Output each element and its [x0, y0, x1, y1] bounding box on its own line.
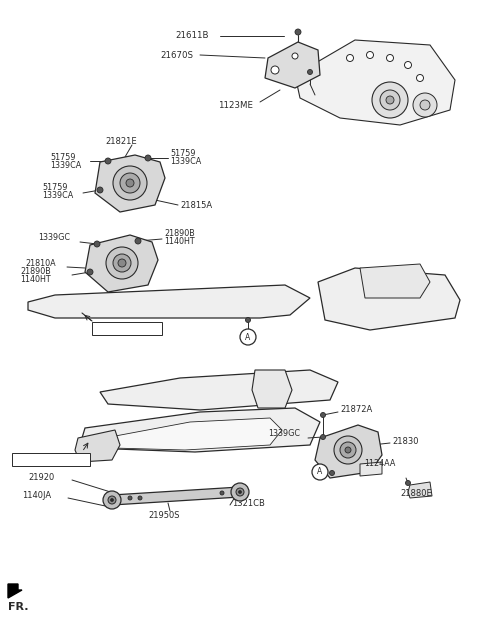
Circle shape: [295, 29, 301, 35]
Circle shape: [292, 53, 298, 59]
Text: 21880E: 21880E: [400, 489, 432, 499]
Polygon shape: [100, 370, 338, 410]
Polygon shape: [28, 285, 310, 318]
Circle shape: [135, 238, 141, 244]
Circle shape: [334, 436, 362, 464]
Circle shape: [329, 470, 335, 475]
Circle shape: [220, 491, 224, 495]
Text: 51759: 51759: [42, 184, 68, 192]
Text: 51759: 51759: [170, 149, 195, 158]
Text: 1140HT: 1140HT: [20, 275, 50, 284]
Circle shape: [405, 61, 411, 68]
Text: 1124AA: 1124AA: [364, 460, 396, 468]
Polygon shape: [95, 155, 165, 212]
Circle shape: [413, 93, 437, 117]
Circle shape: [312, 464, 328, 480]
Text: 1123ME: 1123ME: [218, 101, 253, 110]
Polygon shape: [360, 462, 382, 476]
Polygon shape: [252, 370, 292, 408]
Circle shape: [367, 51, 373, 58]
Circle shape: [108, 496, 116, 504]
Circle shape: [386, 54, 394, 61]
Circle shape: [145, 155, 151, 161]
Text: 21830: 21830: [392, 437, 419, 446]
Text: 51759: 51759: [50, 153, 75, 161]
Text: 21872A: 21872A: [340, 406, 372, 415]
Polygon shape: [295, 40, 455, 125]
Text: 21810A: 21810A: [25, 258, 56, 268]
Polygon shape: [360, 264, 430, 298]
Circle shape: [340, 442, 356, 458]
Text: 1339GC: 1339GC: [38, 234, 70, 242]
Circle shape: [94, 241, 100, 247]
Text: 1339CA: 1339CA: [42, 192, 73, 201]
Circle shape: [420, 100, 430, 110]
Polygon shape: [82, 408, 320, 452]
FancyBboxPatch shape: [12, 453, 90, 466]
Polygon shape: [408, 482, 432, 498]
Circle shape: [347, 54, 353, 61]
Circle shape: [231, 483, 249, 501]
Text: 1339GC: 1339GC: [268, 430, 300, 439]
Text: 21821E: 21821E: [105, 137, 137, 146]
Circle shape: [417, 75, 423, 82]
Polygon shape: [112, 487, 240, 505]
Text: 21611B: 21611B: [175, 32, 208, 41]
Circle shape: [372, 82, 408, 118]
Text: 21670S: 21670S: [160, 51, 193, 60]
Circle shape: [245, 318, 251, 322]
Circle shape: [113, 254, 131, 272]
Circle shape: [345, 447, 351, 453]
Polygon shape: [108, 418, 282, 450]
Text: 21890B: 21890B: [20, 266, 51, 275]
Circle shape: [105, 158, 111, 164]
Text: 1339CA: 1339CA: [170, 156, 201, 165]
Circle shape: [380, 90, 400, 110]
Circle shape: [97, 187, 103, 193]
Polygon shape: [8, 584, 22, 598]
Polygon shape: [318, 268, 460, 330]
Text: 21815A: 21815A: [180, 201, 212, 210]
Text: FR.: FR.: [8, 602, 28, 612]
Polygon shape: [85, 235, 158, 292]
Circle shape: [138, 496, 142, 500]
Circle shape: [128, 496, 132, 500]
Circle shape: [118, 259, 126, 267]
Text: REF.60-624: REF.60-624: [14, 456, 59, 465]
Text: REF.60-640: REF.60-640: [95, 325, 140, 334]
FancyBboxPatch shape: [92, 322, 162, 335]
Circle shape: [406, 480, 410, 486]
Circle shape: [120, 173, 140, 193]
Text: 21890B: 21890B: [164, 230, 195, 239]
Polygon shape: [265, 42, 320, 88]
Text: 1140HT: 1140HT: [164, 237, 194, 246]
Circle shape: [240, 329, 256, 345]
Text: 21920: 21920: [28, 472, 54, 482]
Circle shape: [106, 247, 138, 279]
Text: A: A: [245, 332, 251, 341]
Circle shape: [126, 179, 134, 187]
Circle shape: [308, 70, 312, 75]
Text: 1321CB: 1321CB: [232, 499, 265, 508]
Circle shape: [110, 499, 113, 501]
Circle shape: [239, 491, 241, 494]
Circle shape: [271, 66, 279, 74]
Circle shape: [321, 434, 325, 439]
Circle shape: [236, 488, 244, 496]
Text: 1140JA: 1140JA: [22, 491, 51, 501]
Text: A: A: [317, 468, 323, 477]
Circle shape: [386, 96, 394, 104]
Text: 21950S: 21950S: [148, 510, 180, 520]
Circle shape: [321, 413, 325, 418]
Text: 1339CA: 1339CA: [50, 161, 81, 170]
Circle shape: [103, 491, 121, 509]
Circle shape: [87, 269, 93, 275]
Polygon shape: [75, 430, 120, 462]
Circle shape: [113, 166, 147, 200]
Polygon shape: [315, 425, 382, 478]
